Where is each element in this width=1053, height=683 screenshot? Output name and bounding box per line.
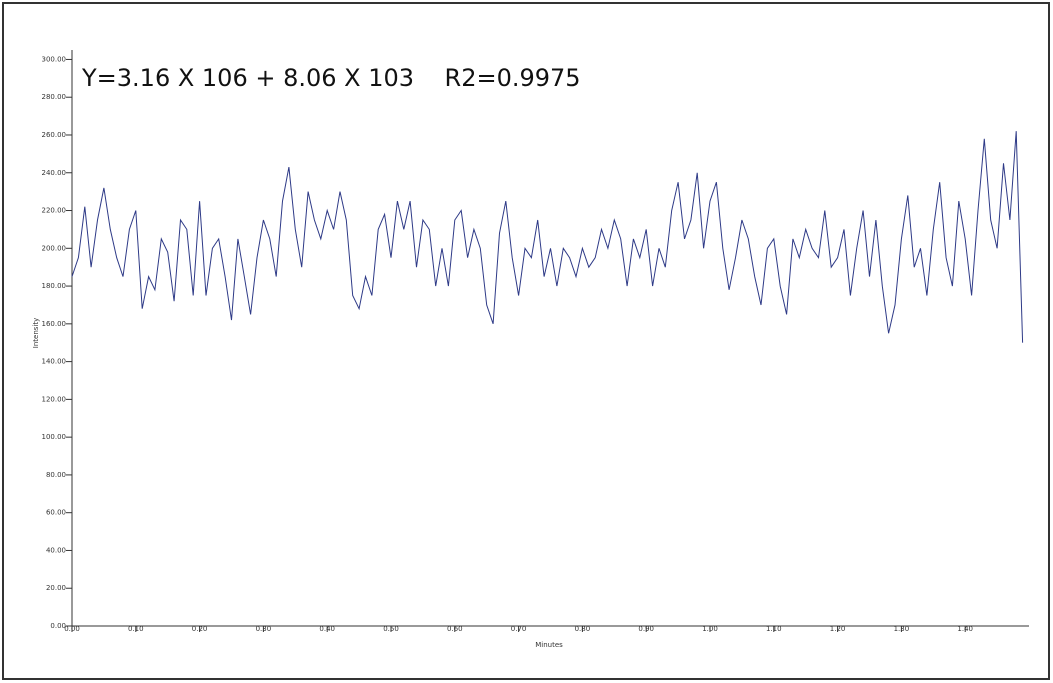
x-tick-label: 0.80	[575, 625, 591, 633]
y-tick-label: 240.00	[42, 169, 67, 177]
y-tick-label: 120.00	[42, 395, 67, 403]
y-tick-label: 80.00	[46, 471, 66, 479]
x-tick-label: 0.50	[383, 625, 399, 633]
data-line	[71, 131, 1024, 343]
x-tick-label: 1.10	[766, 625, 782, 633]
x-tick-label: 1.30	[894, 625, 910, 633]
x-tick-label: 0.40	[319, 625, 335, 633]
x-tick-label: 0.30	[256, 625, 272, 633]
y-tick-label: 0.00	[50, 622, 66, 630]
x-tick-label: 1.40	[957, 625, 973, 633]
x-tick-label: 0.00	[64, 625, 80, 633]
y-tick-label: 160.00	[42, 320, 67, 328]
x-tick-label: 0.70	[511, 625, 527, 633]
y-tick-label: 300.00	[42, 55, 67, 63]
annotation: Y=3.16 X 106 + 8.06 X 103 R2=0.9975	[81, 64, 581, 92]
y-tick-label: 100.00	[42, 433, 67, 441]
y-tick-label: 280.00	[42, 93, 67, 101]
y-tick-label: 260.00	[42, 131, 67, 139]
x-tick-label: 1.00	[702, 625, 718, 633]
x-tick-label: 0.90	[638, 625, 654, 633]
x-tick-label: 0.60	[447, 625, 463, 633]
y-axis-label: Intensity	[32, 318, 40, 348]
x-tick-label: 1.20	[830, 625, 846, 633]
y-tick-label: 140.00	[42, 358, 67, 366]
y-tick-label: 220.00	[42, 207, 67, 215]
y-tick-label: 40.00	[46, 546, 66, 554]
y-tick-label: 200.00	[42, 244, 67, 252]
y-tick-label: 60.00	[46, 509, 66, 517]
y-tick-label: 20.00	[46, 584, 66, 592]
x-tick-label: 0.20	[192, 625, 208, 633]
y-tick-label: 180.00	[42, 282, 67, 290]
x-axis-label: Minutes	[535, 641, 563, 649]
x-tick-label: 0.10	[128, 625, 144, 633]
